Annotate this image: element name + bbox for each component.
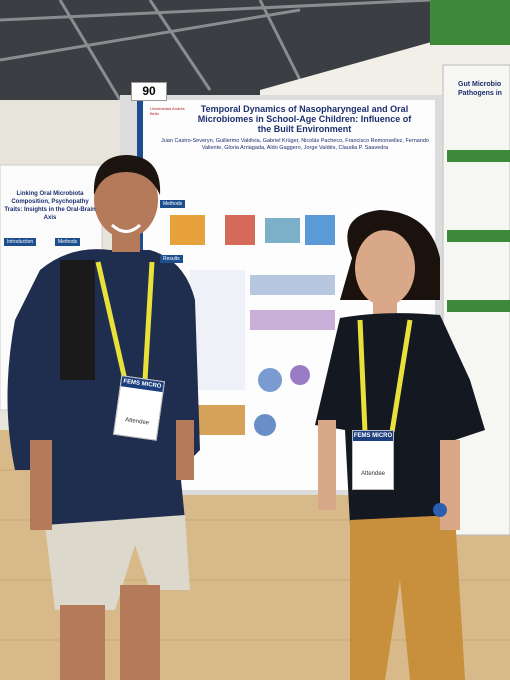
- green-band: [447, 230, 510, 242]
- poster-authors: Juan Castro-Severyn, Guillermo Valdivia,…: [161, 138, 429, 151]
- badge: FEMS MICRO Attendee: [113, 375, 165, 441]
- section-heading: Introduction: [4, 238, 37, 246]
- section-heading: Methods: [160, 200, 186, 208]
- section-heading: Results: [160, 255, 183, 263]
- badge-role: Attendee: [360, 471, 386, 477]
- badge-role: Attendee: [124, 417, 150, 427]
- institution: Universidad Andrés Bello: [150, 106, 185, 116]
- green-band: [447, 300, 510, 312]
- section-heading: Methods: [55, 238, 81, 246]
- badge-org: FEMS MICRO: [353, 431, 393, 441]
- green-band: [447, 150, 510, 162]
- poster-title: Temporal Dynamics of Nasopharyngeal and …: [197, 104, 412, 134]
- poster-title: Linking Oral Microbiota Composition, Psy…: [4, 191, 96, 221]
- board-number: 90: [131, 82, 167, 101]
- woman: [315, 210, 485, 680]
- green-banner: [430, 0, 510, 45]
- poster-title: Gut Microbio Pathogens in: [458, 81, 502, 97]
- man: [7, 155, 200, 680]
- trusses: [0, 0, 431, 101]
- badge: FEMS MICRO Attendee: [352, 430, 394, 490]
